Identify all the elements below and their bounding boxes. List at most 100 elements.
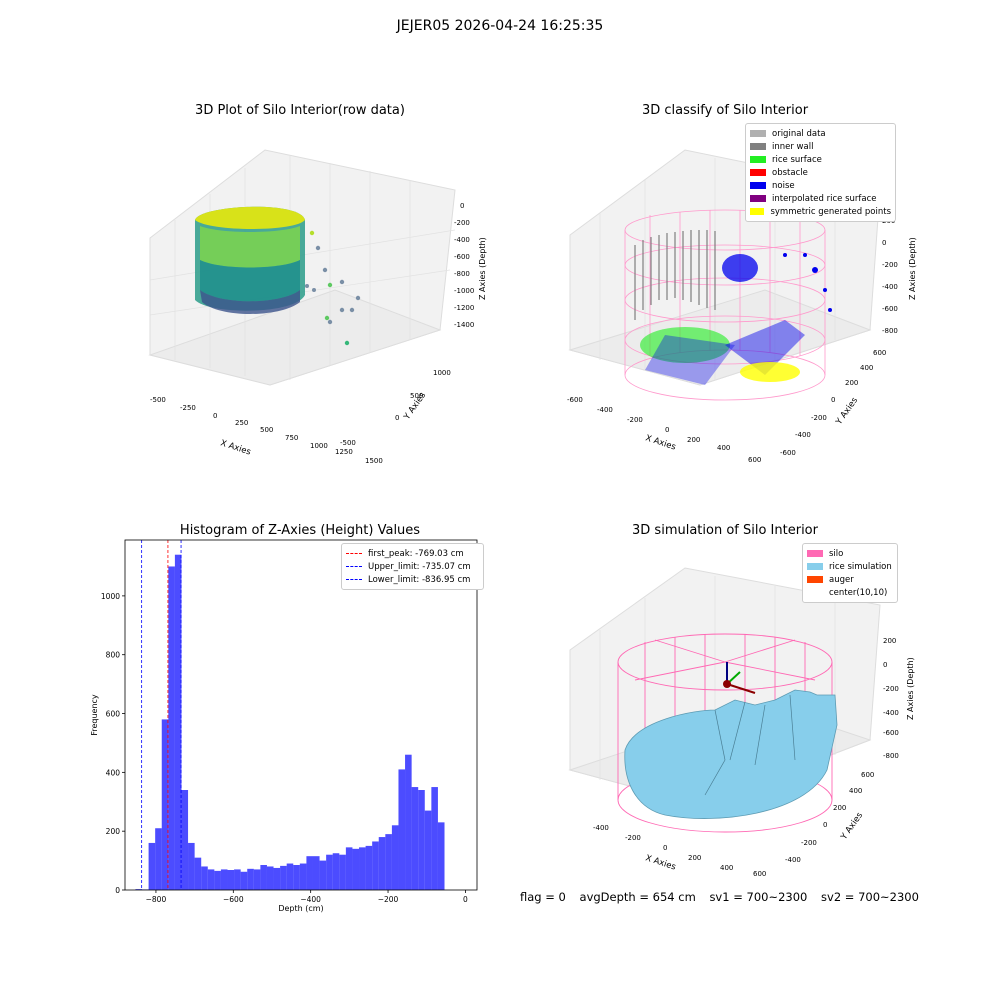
x-tick: 500 [260,426,273,434]
histogram-bar [155,828,162,890]
legend-label: symmetric generated points [770,206,891,217]
legend-item: Lower_limit: -836.95 cm [346,573,479,586]
x-tick: 250 [235,419,248,427]
legend-label: silo [829,548,844,559]
x-tick: 400 [717,444,730,452]
legend-item: original data [750,127,891,140]
histogram-bar [240,871,248,890]
legend-swatch [750,169,766,176]
legend-label: first_peak: -769.03 cm [368,548,464,559]
legend-item: rice simulation [807,560,893,573]
histogram-bar [332,853,340,890]
legend-swatch [750,195,766,202]
x-tick-label: 0 [463,895,468,904]
histogram-bar [273,867,281,890]
legend-label: original data [772,128,826,139]
histogram-bar [161,719,169,890]
legend-label: interpolated rice surface [772,193,877,204]
sv1-text: sv1 = 700~2300 [709,890,808,904]
x-tick: -200 [625,834,641,842]
histogram-bar [372,841,379,890]
z-axis-label: Z Axies (Depth) [908,237,917,300]
legend-label: Lower_limit: -836.95 cm [368,574,471,585]
histogram-bar [227,870,235,890]
y-tick: 400 [860,364,873,372]
legend-swatch [807,550,823,557]
flag-text: flag = 0 [520,890,566,904]
histogram-bar [188,842,195,890]
x-axis-ticks: -500 -250 0 250 500 750 1000 1250 1500 X… [150,396,383,465]
y-tick: 200 [845,379,858,387]
panel1-title: 3D Plot of Silo Interior(row data) [195,103,405,118]
legend-item: rice surface [750,153,891,166]
z-axis-label: Z Axies (Depth) [478,237,487,300]
y-tick: -200 [811,414,827,422]
x-tick: 1500 [365,457,383,465]
z-tick: -200 [882,261,898,269]
panel2-title: 3D classify of Silo Interior [641,103,809,118]
legend-item: Upper_limit: -735.07 cm [346,560,479,573]
legend-item: auger [807,573,893,586]
panel4-title: 3D simulation of Silo Interior [632,523,818,538]
histogram-bar [345,847,353,890]
legend-swatch [750,156,766,163]
legend-item: inner wall [750,140,891,153]
histogram-bar [411,787,419,890]
histogram-bar [418,790,425,890]
z-tick: -400 [883,709,899,717]
histogram-frame [124,539,478,891]
histogram-bar [365,845,373,890]
y-axis-label: Y Axies [839,810,866,842]
histogram-bar [201,866,208,890]
histogram-bar [266,866,274,890]
legend-swatch [807,563,823,570]
x-axis-label: X Axies [644,853,677,872]
histogram-bar [253,869,261,890]
histogram-bar [437,822,445,890]
z-tick: -800 [454,270,470,278]
y-tick-label: 1000 [101,592,120,601]
y-axis-label: Y Axies [834,395,861,427]
z-tick: -400 [454,236,470,244]
histogram-bar [220,869,228,890]
z-tick: -600 [883,729,899,737]
x-tick-label: −200 [378,895,399,904]
legend-label: auger [829,574,854,585]
z-tick: -1400 [454,321,474,329]
legend-swatch [750,143,766,150]
rice-surface-points [640,327,730,363]
z-tick: -400 [882,283,898,291]
histogram-bar [135,889,143,890]
histogram-bar [299,863,307,890]
legend-swatch [346,553,362,554]
y-tick-label: 200 [106,827,121,836]
histogram-bar [168,566,175,890]
histogram-bar [405,754,412,890]
rice-simulation-surface [624,689,838,819]
x-axis-label: X Axies [219,438,252,457]
legend-swatch [807,576,823,583]
legend-label: noise [772,180,795,191]
z-tick: -800 [883,752,899,760]
x-tick: 1250 [335,448,353,456]
z-tick: 200 [883,637,896,645]
y-tick: 200 [833,804,846,812]
histogram-bar [174,554,182,890]
x-tick: 0 [213,412,217,420]
histogram-bar [378,837,386,890]
histogram-bar [312,856,320,890]
y-tick-label: 0 [115,886,120,895]
histogram-bar [234,869,241,890]
y-tick: -200 [801,839,817,847]
x-tick: 0 [665,426,669,434]
inner-wall-points [634,230,716,320]
x-tick: -500 [150,396,166,404]
legend-item: first_peak: -769.03 cm [346,547,479,560]
noise-points [645,253,832,385]
z-tick: 0 [882,239,886,247]
y-tick-label: 400 [106,768,121,777]
panel3-title: Histogram of Z-Axies (Height) Values [179,523,421,538]
z-tick: -600 [882,305,898,313]
y-tick: -600 [780,449,796,457]
avg-depth-text: avgDepth = 654 cm [579,890,696,904]
